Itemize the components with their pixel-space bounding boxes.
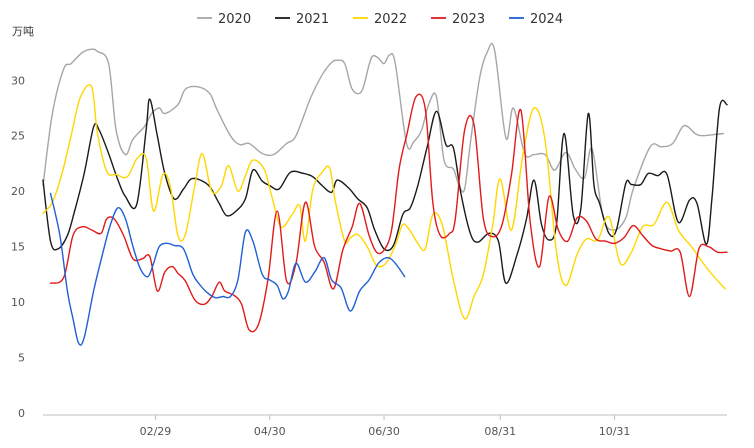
y-tick-label: 25	[11, 130, 25, 143]
x-tick-label: 02/29	[140, 425, 172, 438]
legend-item-2021[interactable]: 2021	[275, 12, 329, 27]
y-tick-label: 20	[11, 185, 25, 198]
x-tick-label: 04/30	[254, 425, 286, 438]
series-line-2022	[42, 84, 726, 320]
x-tick-label: 10/31	[599, 425, 631, 438]
legend-item-2023[interactable]: 2023	[431, 12, 485, 27]
series-layer	[42, 42, 728, 346]
legend: 2020 2021 2022 2023 2024	[197, 12, 563, 27]
series-line-2024	[49, 192, 406, 346]
y-tick-label: 0	[18, 407, 25, 420]
y-tick-label: 10	[11, 296, 25, 309]
series-line-2021	[42, 98, 728, 284]
y-tick-label: 5	[18, 352, 25, 365]
legend-item-2020[interactable]: 2020	[197, 12, 251, 27]
legend-label: 2024	[530, 12, 563, 27]
legend-item-2024[interactable]: 2024	[509, 12, 563, 27]
y-axis-unit-label: 万吨	[12, 25, 34, 38]
y-axis: 0 5 10 15 20 25 30	[11, 74, 25, 420]
legend-label: 2021	[296, 12, 329, 27]
legend-label: 2022	[374, 12, 407, 27]
x-axis: 02/29 04/30 06/30 08/31 10/31	[140, 415, 631, 438]
legend-label: 2023	[452, 12, 485, 27]
x-tick-label: 06/30	[368, 425, 400, 438]
x-tick-label: 08/31	[484, 425, 516, 438]
y-tick-label: 30	[11, 74, 25, 87]
legend-label: 2020	[218, 12, 251, 27]
series-line-2023	[49, 93, 728, 333]
legend-item-2022[interactable]: 2022	[353, 12, 407, 27]
y-tick-label: 15	[11, 241, 25, 254]
